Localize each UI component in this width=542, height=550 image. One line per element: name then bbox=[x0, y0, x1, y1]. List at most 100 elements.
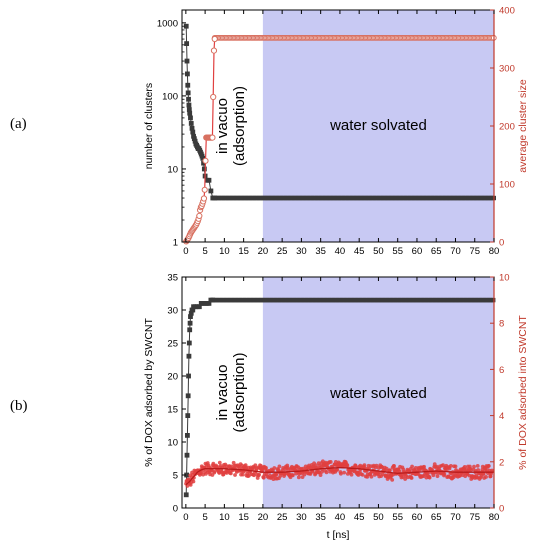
y-left-tick-label: 10 bbox=[167, 438, 178, 449]
data-point-square bbox=[187, 327, 193, 333]
data-point-circle bbox=[211, 35, 218, 43]
data-point-red bbox=[324, 470, 329, 475]
data-point-square bbox=[184, 433, 190, 438]
data-point-red bbox=[349, 472, 354, 477]
x-tick-label: 40 bbox=[335, 246, 346, 257]
data-point-red bbox=[290, 473, 295, 478]
x-tick-label: 5 bbox=[202, 512, 207, 523]
data-point-circle bbox=[201, 186, 208, 193]
data-point-square bbox=[206, 177, 212, 183]
y-right-tick-label: 2 bbox=[499, 457, 504, 468]
annotation-adsorption-a: (adsorption) bbox=[231, 86, 248, 166]
chart-panel-a: 0 5 10 15 20 25 30 35 40 45 50 55 60 65 70 75 80 1 10 100 10… bbox=[143, 6, 529, 258]
y-left-tick-label: 25 bbox=[167, 339, 178, 350]
annotation-water-solvated-b: water solvated bbox=[329, 385, 427, 402]
x-tick-label: 55 bbox=[392, 246, 403, 257]
annotation-in-vacuo-a: in vacuo bbox=[214, 98, 231, 154]
data-point-square bbox=[184, 58, 190, 64]
data-point-red bbox=[472, 464, 476, 469]
data-point-red bbox=[484, 475, 488, 479]
data-point-square bbox=[190, 307, 196, 313]
data-point-square bbox=[210, 297, 216, 303]
data-point-square bbox=[212, 195, 218, 201]
data-point-square bbox=[201, 166, 207, 172]
ticks-a: 0 5 10 15 20 25 30 35 40 45 50 55 60 65 70 75 80 1 10 100 10… bbox=[157, 6, 515, 258]
x-tick-label: 25 bbox=[277, 512, 288, 523]
data-point-square bbox=[186, 102, 192, 108]
data-point-square bbox=[184, 71, 190, 77]
x-tick-label: 30 bbox=[296, 246, 307, 257]
data-point-red bbox=[427, 475, 432, 480]
data-point-red bbox=[191, 479, 196, 484]
x-tick-label: 35 bbox=[315, 246, 326, 257]
y-left-tick-label: 100 bbox=[162, 91, 178, 102]
x-tick-label: 0 bbox=[183, 246, 188, 257]
y-left-tick-label: 5 bbox=[173, 471, 178, 482]
data-point-square bbox=[186, 353, 192, 359]
data-point-square bbox=[186, 373, 191, 379]
data-point-square bbox=[190, 129, 196, 135]
x-tick-label: 50 bbox=[373, 512, 384, 523]
y-left-tick-label: 35 bbox=[167, 273, 178, 284]
data-point-red bbox=[261, 475, 266, 480]
data-point-red bbox=[253, 463, 258, 468]
data-point-red bbox=[211, 461, 216, 466]
x-tick-label: 15 bbox=[238, 246, 249, 257]
x-tick-label: 60 bbox=[412, 246, 423, 257]
data-point-red bbox=[390, 477, 395, 482]
data-point-square bbox=[188, 121, 194, 126]
data-point-red bbox=[345, 463, 350, 468]
data-point-red bbox=[212, 469, 217, 474]
data-point-square bbox=[196, 304, 202, 310]
y-left-tick-label: 1 bbox=[173, 238, 178, 249]
ticks-b: 0 5 10 15 20 25 30 35 40 45 50 55 60 65 70 75 8005101520… bbox=[167, 273, 509, 524]
x-tick-label: 45 bbox=[354, 246, 365, 257]
data-point-red bbox=[243, 463, 248, 468]
data-point-red bbox=[453, 464, 458, 469]
x-tick-label: 55 bbox=[392, 512, 403, 523]
data-point-square bbox=[185, 413, 191, 418]
data-point-square bbox=[208, 188, 214, 194]
x-tick-label: 80 bbox=[489, 246, 500, 257]
data-point-square bbox=[187, 320, 193, 326]
x-tick-label: 30 bbox=[296, 512, 307, 523]
x-tick-label: 40 bbox=[335, 512, 346, 523]
y-left-tick-label: 20 bbox=[167, 372, 178, 383]
data-point-square bbox=[183, 492, 189, 498]
data-point-red bbox=[228, 471, 233, 476]
x-tick-label: 25 bbox=[277, 246, 288, 257]
data-point-red bbox=[431, 473, 436, 478]
data-point-red bbox=[475, 463, 480, 468]
x-tick-label: 20 bbox=[258, 512, 269, 523]
x-tick-label: 50 bbox=[373, 246, 384, 257]
data-point-red bbox=[231, 460, 236, 465]
data-point-square bbox=[185, 393, 191, 399]
data-point-square bbox=[185, 90, 191, 96]
data-point-red bbox=[409, 476, 414, 480]
data-point-red bbox=[369, 474, 374, 479]
x-tick-label: 45 bbox=[354, 512, 365, 523]
y-axis-label-right-a: average cluster size bbox=[517, 79, 529, 173]
chart-panel-b: 0 5 10 15 20 25 30 35 40 45 50 55 60 65 70 75 8005101520… bbox=[143, 273, 529, 542]
panel-label-a: (a) bbox=[10, 116, 27, 132]
data-point-red bbox=[392, 463, 396, 468]
data-point-red bbox=[462, 465, 467, 469]
data-point-red bbox=[240, 472, 245, 477]
y-left-tick-label: 30 bbox=[167, 306, 178, 317]
data-point-red bbox=[342, 470, 347, 475]
data-point-square bbox=[188, 310, 194, 316]
data-point-red bbox=[448, 463, 453, 468]
y-right-tick-label: 6 bbox=[499, 365, 504, 376]
x-tick-label: 70 bbox=[450, 512, 461, 523]
data-point-red bbox=[277, 464, 282, 469]
data-point-red bbox=[441, 463, 445, 468]
data-point-red bbox=[403, 477, 408, 481]
y-left-tick-label: 1000 bbox=[157, 18, 178, 29]
data-point-circle bbox=[202, 157, 209, 164]
x-tick-label: 35 bbox=[315, 512, 326, 523]
y-right-tick-label: 8 bbox=[499, 319, 504, 330]
data-point-square bbox=[200, 155, 206, 161]
data-point-square bbox=[186, 340, 192, 346]
data-point-square bbox=[185, 82, 191, 88]
